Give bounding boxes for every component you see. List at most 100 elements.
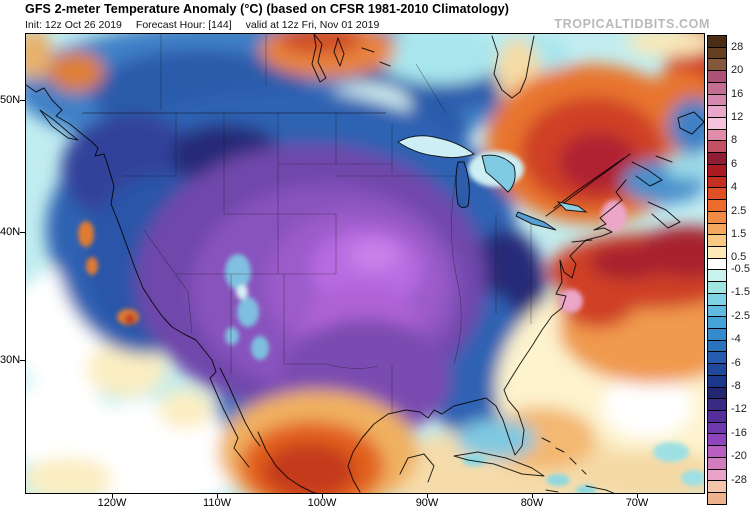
- colorbar-segment: [708, 152, 726, 164]
- colorbar-tick-label: -0.5: [731, 263, 750, 275]
- map-frame: [25, 33, 705, 494]
- colorbar-tick-label: -2.5: [731, 309, 750, 322]
- colorbar-segment: [708, 58, 726, 71]
- latitude-tick: [20, 100, 25, 101]
- colorbar-tick-label: 4: [731, 181, 738, 194]
- colorbar-segment: [708, 304, 726, 317]
- lake-erie: [515, 211, 557, 231]
- longitude-tick: [637, 494, 638, 498]
- colorbar-tick-label: 2.5: [731, 204, 747, 217]
- colorbar-tick-label: 0.5: [731, 251, 747, 264]
- colorbar-segment: [708, 351, 726, 364]
- longitude-tick: [532, 494, 533, 498]
- colorbar-segment: [708, 468, 726, 481]
- great-lakes-layer: [397, 135, 588, 231]
- tropicaltidbits-watermark: TROPICALTIDBITS.COM: [554, 17, 710, 31]
- colorbar-segment: [708, 70, 726, 82]
- east-gulf-coast: [347, 179, 627, 493]
- colorbar-segment: [708, 105, 726, 118]
- colorbar-segment: [708, 199, 726, 211]
- longitude-tick: [217, 494, 218, 498]
- colorbar-tick-label: -12: [731, 403, 747, 416]
- colorbar-tick-label: 8: [731, 134, 738, 147]
- lake-ontario: [556, 201, 588, 213]
- colorbar-segment: [708, 292, 726, 305]
- anomaly-map: [26, 34, 704, 493]
- long-island: [571, 239, 593, 243]
- colorbar-segment: [708, 175, 726, 188]
- run-info: Init: 12z Oct 26 2019 Forecast Hour: [144…: [25, 19, 393, 31]
- colorbar-segment: [708, 410, 726, 422]
- yucatan: [399, 453, 435, 483]
- colorbar-tick-label: -16: [731, 426, 747, 439]
- colorbar-segment: [708, 210, 726, 223]
- colorbar-tick-label: -6: [731, 356, 741, 369]
- colorbar-segment: [708, 456, 726, 469]
- colorbar-segment: [708, 492, 726, 504]
- longitude-label: 70W: [625, 497, 649, 509]
- west-coast: [26, 84, 250, 468]
- init-time: Init: 12z Oct 26 2019: [25, 19, 122, 31]
- anomaly-field-layer: [26, 34, 704, 493]
- colorbar-segment: [708, 257, 726, 270]
- colorbar-segment: [708, 398, 726, 410]
- colorbar-segment: [708, 386, 726, 399]
- colorbar-segment: [708, 140, 726, 153]
- colorbar-segment: [708, 36, 726, 47]
- longitude-label: 80W: [520, 497, 544, 509]
- colorbar-tick-label: -20: [731, 450, 747, 463]
- colorbar-tick-label: 16: [731, 87, 744, 100]
- longitude-label: 120W: [97, 497, 127, 509]
- colorbar-segment: [708, 117, 726, 129]
- newfoundland: [677, 111, 704, 135]
- latitude-label: 30N: [0, 354, 21, 366]
- longitude-label: 110W: [203, 497, 231, 509]
- colorbar-segment: [708, 433, 726, 446]
- latitude-label: 40N: [0, 226, 21, 238]
- colorbar-segment: [708, 339, 726, 352]
- colorbar-segment: [708, 374, 726, 387]
- colorbar-segment: [708, 81, 726, 94]
- nova-scotia: [647, 201, 681, 229]
- colorbar-segment: [708, 421, 726, 434]
- state-borders-layer: [82, 34, 532, 414]
- colorbar-tick-label: 1.5: [731, 227, 747, 240]
- longitude-label: 90W: [415, 497, 439, 509]
- colorbar-tick-label: -4: [731, 333, 741, 346]
- forecast-hour: Forecast Hour: [144]: [135, 19, 232, 31]
- longitude-label: 100W: [307, 497, 337, 509]
- james-bay: [491, 35, 535, 99]
- bahamas: [541, 437, 587, 475]
- cuba: [453, 451, 545, 477]
- colorbar-segment: [708, 445, 726, 457]
- colorbar-tick-label: -28: [731, 473, 747, 486]
- colorbar-tick-label: 20: [731, 64, 744, 77]
- colorbar-tick-label: 6: [731, 157, 738, 170]
- colorbar-segment: [708, 281, 726, 293]
- valid-time: valid at 12z Fri, Nov 01 2019: [245, 19, 380, 31]
- colorbar-tick-label: -1.5: [731, 286, 750, 299]
- lake-michigan: [455, 161, 470, 209]
- colorbar-segment: [708, 269, 726, 282]
- latitude-tick: [20, 360, 25, 361]
- latitude-tick: [20, 232, 25, 233]
- gulf-of-california: [219, 367, 261, 447]
- lake-superior: [397, 135, 476, 159]
- hispaniola-jamaica: [545, 485, 615, 493]
- colorbar-segment: [708, 316, 726, 328]
- mexico-west-coast: [257, 431, 318, 493]
- colorbar-tick-label: 28: [731, 40, 744, 53]
- colorbar-segment: [708, 327, 726, 340]
- colorbar-segment: [708, 128, 726, 141]
- colorbar-segment: [708, 93, 726, 106]
- colorbar-segment: [708, 187, 726, 200]
- colorbar: [707, 35, 727, 505]
- longitude-tick: [322, 494, 323, 498]
- colorbar-segment: [708, 245, 726, 258]
- colorbar-tick-label: -8: [731, 380, 741, 392]
- lake-huron: [481, 154, 516, 193]
- latitude-label: 50N: [0, 94, 21, 106]
- vancouver-island: [39, 109, 79, 141]
- longitude-tick: [427, 494, 428, 498]
